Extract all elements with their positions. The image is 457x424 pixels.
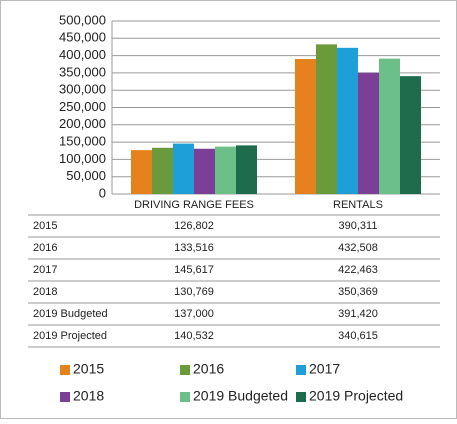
table-cell: 140,532 <box>174 330 214 342</box>
table-row-label: 2018 <box>33 286 57 298</box>
bar <box>379 58 400 194</box>
y-tick-label: 50,000 <box>66 168 106 183</box>
table-row-label: 2019 Budgeted <box>33 308 108 320</box>
table-row-label: 2019 Projected <box>33 330 107 342</box>
y-tick-label: 450,000 <box>59 30 106 45</box>
table-row-label: 2015 <box>33 220 57 232</box>
bar <box>173 143 194 194</box>
legend-swatch <box>296 392 306 402</box>
legend-label: 2019 Projected <box>309 388 403 404</box>
legend-label: 2019 Budgeted <box>193 388 288 404</box>
table-cell: 145,617 <box>174 264 214 276</box>
table-cell: 126,802 <box>174 220 214 232</box>
table-cell: 133,516 <box>174 242 214 254</box>
table-cell: 340,615 <box>338 330 378 342</box>
y-tick-label: 100,000 <box>59 151 106 166</box>
y-tick-label: 350,000 <box>59 64 106 79</box>
legend-swatch <box>296 365 306 375</box>
y-tick-label: 0 <box>99 185 106 200</box>
legend-label: 2016 <box>193 361 224 377</box>
y-tick-label: 300,000 <box>59 82 106 97</box>
y-tick-label: 400,000 <box>59 47 106 62</box>
bar <box>316 44 337 194</box>
table-row-label: 2016 <box>33 242 57 254</box>
x-tick-label: RENTALS <box>333 199 383 211</box>
y-tick-label: 200,000 <box>59 116 106 131</box>
y-tick-label: 250,000 <box>59 99 106 114</box>
bar <box>337 47 358 194</box>
y-tick-label: 150,000 <box>59 134 106 149</box>
legend-label: 2015 <box>73 361 104 377</box>
x-tick-label: DRIVING RANGE FEES <box>134 199 254 211</box>
bar <box>194 148 215 194</box>
table-cell: 432,508 <box>338 242 378 254</box>
legend-label: 2018 <box>73 388 104 404</box>
table-cell: 391,420 <box>338 308 378 320</box>
table-row-label: 2017 <box>33 264 57 276</box>
table-cell: 390,311 <box>339 220 378 232</box>
bar <box>400 76 421 194</box>
legend-swatch <box>60 392 70 402</box>
bar <box>152 147 173 194</box>
bar <box>236 145 257 194</box>
table-cell: 350,369 <box>338 286 378 298</box>
legend-swatch <box>60 365 70 375</box>
bar <box>358 72 379 194</box>
bar <box>215 146 236 194</box>
bar <box>295 58 316 194</box>
table-cell: 137,000 <box>174 308 214 320</box>
legend-swatch <box>180 365 190 375</box>
legend-label: 2017 <box>309 361 340 377</box>
y-tick-label: 500,000 <box>59 12 106 27</box>
table-cell: 130,769 <box>174 286 214 298</box>
bar <box>131 150 152 194</box>
table-cell: 422,463 <box>338 264 378 276</box>
legend-swatch <box>180 392 190 402</box>
